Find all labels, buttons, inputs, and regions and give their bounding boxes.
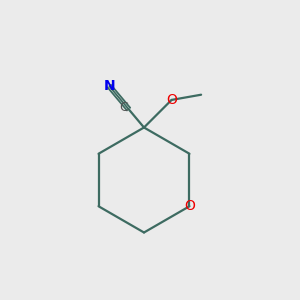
Text: O: O [166, 93, 177, 107]
Text: N: N [103, 79, 115, 93]
Text: C: C [120, 101, 128, 114]
Text: O: O [184, 199, 195, 213]
